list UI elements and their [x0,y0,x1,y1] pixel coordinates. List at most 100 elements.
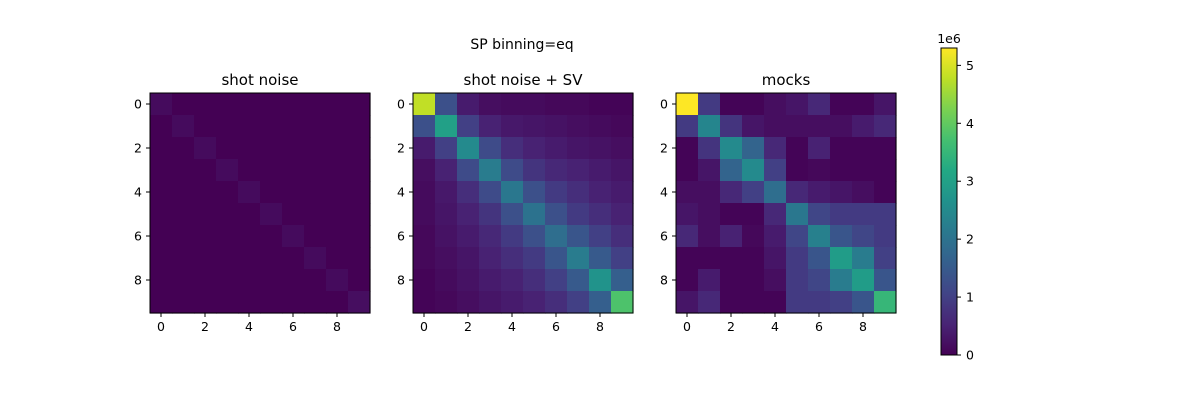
heatmap-cell [479,93,502,116]
heatmap-cell [326,203,349,226]
heatmap-cell [413,203,436,226]
heatmap-cell [260,225,283,248]
heatmap-cell [435,291,458,314]
heatmap-cell [413,181,436,204]
heatmap-cell [172,159,195,182]
heatmap-cell [786,93,809,116]
heatmap-cell [676,159,699,182]
heatmap-cell [479,225,502,248]
heatmap-cell [742,269,765,292]
colorbar-offset-label: 1e6 [937,31,961,46]
heatmap-cell [611,269,634,292]
heatmap-cell [852,159,875,182]
heatmap-cell [150,93,173,116]
heatmap-cell [874,247,897,270]
heatmap-cell [567,93,590,116]
heatmap-cell [830,291,853,314]
heatmap-cell [786,115,809,138]
heatmap-cell [698,247,721,270]
heatmap-cell [435,225,458,248]
heatmap-cell [194,115,217,138]
heatmap-cell [282,203,305,226]
heatmap-cell [589,115,612,138]
heatmap-cell [304,93,327,116]
heatmap-cell [545,181,568,204]
heatmap-cell [852,181,875,204]
heatmap-cell [830,203,853,226]
heatmap-cell [348,93,371,116]
heatmap-cell [567,291,590,314]
heatmap-cell [852,291,875,314]
heatmap-cell [830,225,853,248]
colorbar-tick-label: 4 [966,116,974,131]
heatmap-cell [304,159,327,182]
x-tick-label: 4 [245,319,253,334]
x-tick-label: 2 [464,319,472,334]
heatmap-cell [523,159,546,182]
heatmap-cell [304,269,327,292]
heatmap-cell [545,93,568,116]
heatmap-cell [326,269,349,292]
heatmap-cell [808,269,831,292]
heatmap-cell [764,269,787,292]
heatmap-cell [611,291,634,314]
heatmap-cell [194,203,217,226]
heatmap-cell [545,247,568,270]
heatmap-cell [348,159,371,182]
heatmap-panel: shot noise + SV 0 0 2 2 4 4 6 6 8 8 [397,71,634,334]
heatmap-cell [216,181,239,204]
heatmap-cell [786,291,809,314]
heatmap-cell [852,203,875,226]
heatmap-cell [479,115,502,138]
panel-title: shot noise + SV [464,71,584,89]
heatmap-cell [194,159,217,182]
y-tick-label: 8 [397,273,405,288]
heatmap-cell [523,203,546,226]
heatmap-cell [150,225,173,248]
heatmap-cell [874,269,897,292]
heatmap-cell [457,269,480,292]
heatmap-cell [457,225,480,248]
heatmap-cell [808,137,831,160]
heatmap-cell [742,181,765,204]
heatmap-cell [282,291,305,314]
heatmap-cell [786,269,809,292]
heatmap-cell [698,93,721,116]
heatmap-cell [150,203,173,226]
heatmap-cell [479,181,502,204]
heatmap-cell [589,269,612,292]
heatmap-cell [808,159,831,182]
heatmap-cell [852,269,875,292]
figure-suptitle: SP binning=eq [470,37,573,53]
x-tick-label: 6 [289,319,297,334]
heatmap-cell [742,115,765,138]
y-tick-label: 8 [660,273,668,288]
heatmap-cell [808,291,831,314]
heatmap-panel: shot noise 0 0 2 2 4 4 6 6 8 8 [134,71,371,334]
heatmap-cell [216,247,239,270]
colorbar: 0 1 2 3 4 5 1e6 [937,31,974,363]
heatmap-cell [260,115,283,138]
heatmap-cell [589,137,612,160]
heatmap-cell [501,137,524,160]
y-tick-label: 2 [134,141,142,156]
heatmap-cell [150,159,173,182]
panel-frame [675,92,897,314]
heatmap-cell [567,137,590,160]
heatmap-cell [830,93,853,116]
heatmap-cell [304,247,327,270]
heatmap-cell [611,247,634,270]
heatmap-cell [676,291,699,314]
heatmap-cell [676,225,699,248]
heatmap-cell [479,137,502,160]
heatmap-cell [852,137,875,160]
heatmap-cell [172,225,195,248]
heatmap-cell [852,115,875,138]
heatmap-cell [282,247,305,270]
y-tick-label: 8 [134,273,142,288]
heatmap-cell [808,115,831,138]
heatmap-cell [720,247,743,270]
panel-title: mocks [762,71,811,89]
heatmap-cell [260,291,283,314]
heatmap-cell [808,225,831,248]
